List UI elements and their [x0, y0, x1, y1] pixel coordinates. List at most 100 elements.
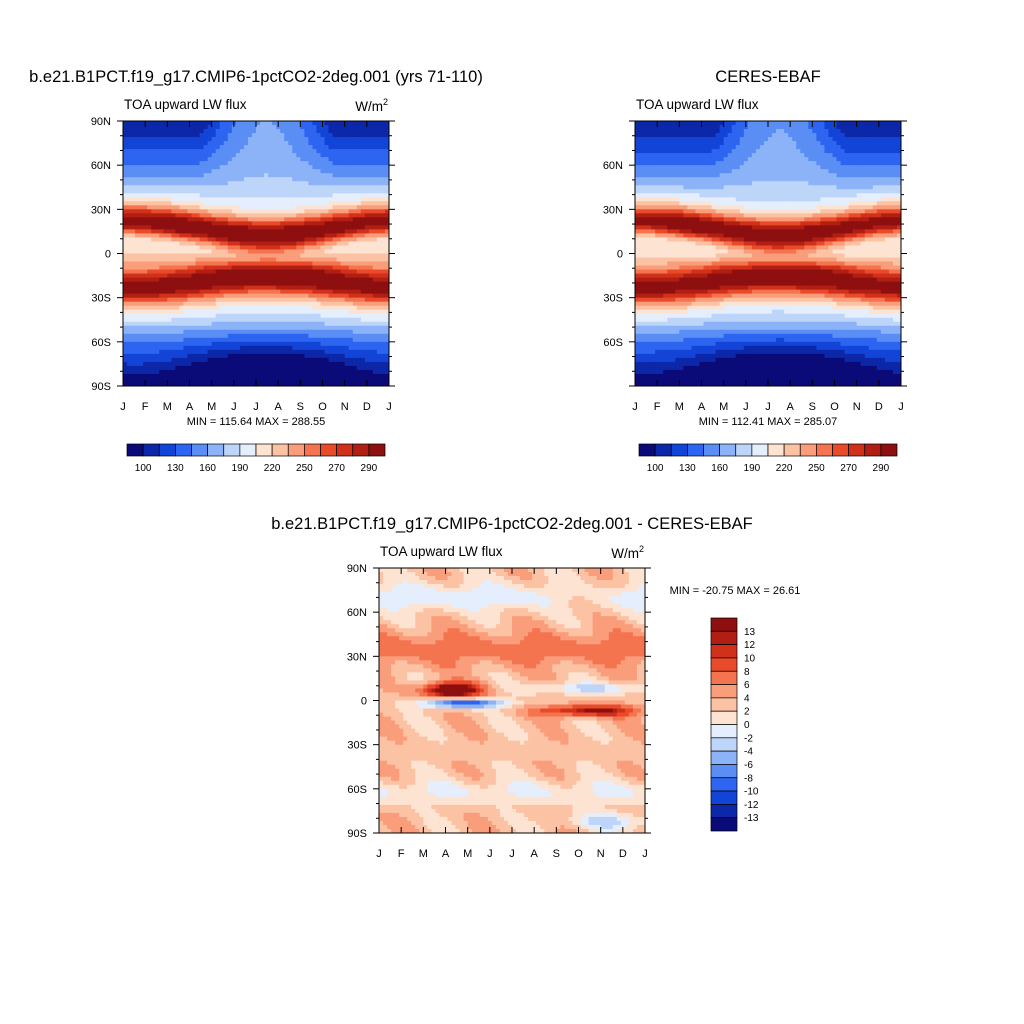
contour-cell	[195, 145, 201, 150]
contour-cell	[372, 381, 378, 386]
contour-cell	[239, 365, 245, 371]
contour-cell	[364, 233, 370, 239]
contour-cell	[143, 137, 148, 142]
contour-cell	[332, 349, 338, 355]
contour-cell	[356, 277, 362, 283]
contour-cell	[380, 237, 386, 243]
contour-cell	[328, 233, 334, 239]
contour-cell	[328, 209, 334, 214]
contour-cell	[131, 221, 136, 226]
contour-cell	[372, 317, 378, 323]
contour-cell	[844, 149, 850, 154]
contour-cell	[123, 169, 128, 174]
contour-cell	[364, 237, 370, 243]
contour-cell	[247, 261, 253, 267]
contour-cell	[276, 261, 281, 267]
contour-cell	[175, 285, 181, 291]
contour-cell	[203, 161, 209, 166]
contour-cell	[852, 129, 858, 134]
contour-cell	[223, 361, 229, 367]
contour-cell	[151, 289, 156, 295]
contour-cell	[344, 289, 350, 295]
contour-cell	[284, 257, 289, 263]
contour-cell	[179, 257, 185, 263]
contour-cell	[808, 137, 813, 142]
contour-cell	[280, 325, 285, 331]
contour-cell	[352, 181, 358, 186]
contour-cell	[364, 337, 370, 343]
contour-cell	[151, 125, 156, 130]
contour-cell	[187, 137, 193, 142]
contour-cell	[288, 173, 293, 178]
contour-cell	[340, 269, 346, 275]
contour-cell	[304, 377, 309, 383]
contour-cell	[304, 345, 309, 351]
contour-cell	[187, 333, 193, 339]
contour-cell	[308, 269, 314, 275]
contour-cell	[219, 309, 225, 315]
contour-cell	[340, 253, 346, 259]
contour-cell	[135, 313, 140, 319]
contour-cell	[292, 325, 297, 331]
contour-cell	[199, 177, 205, 182]
contour-cell	[280, 289, 285, 295]
contour-cell	[380, 273, 386, 279]
contour-cell	[324, 377, 330, 383]
contour-cell	[247, 253, 253, 259]
contour-cell	[151, 381, 156, 386]
contour-cell	[256, 341, 261, 347]
contour-cell	[384, 149, 389, 154]
contour-cell	[179, 277, 185, 283]
contour-cell	[300, 221, 305, 226]
contour-cell	[288, 177, 293, 182]
contour-cell	[828, 137, 834, 142]
contour-cell	[356, 337, 362, 343]
contour-cell	[356, 153, 362, 158]
contour-cell	[320, 177, 326, 182]
contour-cell	[223, 381, 229, 386]
contour-cell	[219, 193, 225, 198]
contour-cell	[251, 157, 257, 162]
contour-cell	[276, 309, 281, 315]
contour-cell	[268, 297, 273, 303]
contour-cell	[772, 129, 777, 134]
contour-cell	[348, 245, 354, 251]
contour-cell	[227, 133, 233, 138]
contour-cell	[215, 229, 221, 235]
contour-cell	[243, 245, 249, 251]
contour-cell	[171, 337, 176, 343]
contour-cell	[671, 149, 676, 154]
contour-cell	[272, 261, 277, 267]
contour-cell	[308, 293, 314, 299]
contour-cell	[268, 137, 273, 142]
contour-cell	[231, 201, 237, 206]
contour-cell	[288, 369, 293, 375]
contour-cell	[256, 165, 261, 170]
contour-cell	[143, 173, 148, 178]
contour-cell	[195, 201, 201, 206]
contour-cell	[231, 273, 237, 279]
contour-cell	[235, 269, 241, 275]
contour-cell	[251, 165, 257, 170]
contour-cell	[195, 365, 201, 371]
contour-cell	[167, 381, 172, 386]
contour-cell	[215, 165, 221, 170]
contour-cell	[340, 317, 346, 323]
contour-cell	[308, 361, 314, 367]
contour-cell	[227, 125, 233, 130]
contour-cell	[336, 197, 342, 202]
contour-cell	[231, 209, 237, 214]
contour-cell	[699, 145, 705, 150]
contour-cell	[763, 141, 769, 146]
contour-cell	[191, 353, 197, 359]
contour-cell	[772, 133, 777, 138]
contour-cell	[292, 185, 297, 190]
contour-cell	[336, 229, 342, 235]
contour-cell	[272, 225, 277, 231]
contour-cell	[872, 129, 878, 134]
contour-cell	[288, 361, 293, 367]
contour-cell	[751, 129, 757, 134]
contour-cell	[223, 325, 229, 331]
contour-cell	[860, 125, 866, 130]
